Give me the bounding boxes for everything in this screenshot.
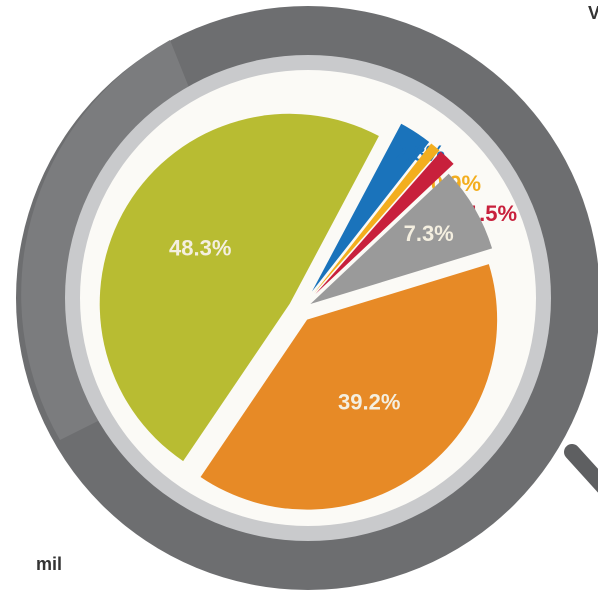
annotation: V xyxy=(588,3,598,23)
pie-slice xyxy=(311,123,430,292)
value-label: 7.3% xyxy=(404,221,454,246)
pie-slice xyxy=(99,113,379,462)
pie-slice xyxy=(314,143,440,294)
pie-slice xyxy=(310,173,493,304)
ring-highlight xyxy=(21,40,190,440)
pie-slice xyxy=(200,264,498,510)
value-label: 39.2% xyxy=(338,390,400,415)
pie-slice xyxy=(315,151,454,295)
magnifier-handle xyxy=(564,444,598,493)
annotation: mil xyxy=(36,554,62,574)
value-label: 48.3% xyxy=(169,236,231,261)
